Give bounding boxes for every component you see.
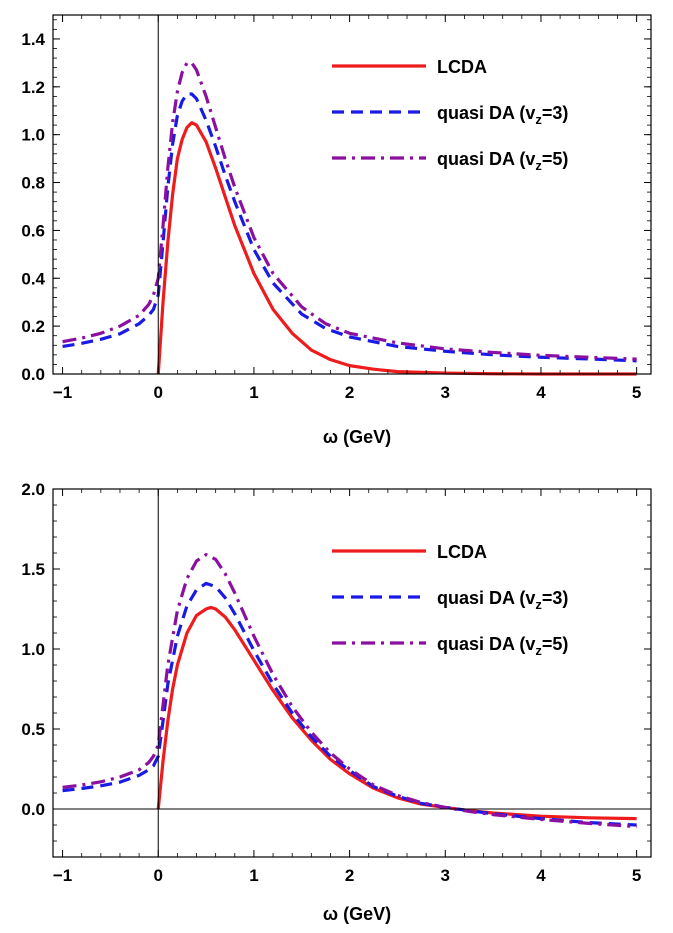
y-tick-label: 0.2 [21, 317, 45, 336]
y-tick-label: 1.0 [21, 126, 45, 145]
y-tick-label: 2.0 [21, 480, 45, 499]
legend: LCDA quasi DA (vz=3) quasi DA (vz=5) [332, 542, 568, 658]
plot-frame [52, 14, 652, 375]
axes: −1 0 1 2 3 4 5 0.0 0.5 1.0 1.5 2.0 [21, 480, 652, 885]
series-line-0 [156, 121, 637, 376]
legend-label-1: quasi DA (vz=3) [437, 103, 568, 127]
series-lines [62, 553, 637, 829]
x-tick-label: 2 [345, 383, 354, 402]
x-tick-label: 0 [154, 866, 163, 885]
legend-label-2: quasi DA (vz=5) [437, 634, 568, 658]
axes: −1 0 1 2 3 4 5 0.0 0.2 0.4 0.6 0.8 1.0 1.2 1.4 [21, 14, 652, 402]
legend-label-2: quasi DA (vz=5) [437, 149, 568, 173]
x-tick-label: 5 [632, 866, 641, 885]
x-tick-label: −1 [53, 866, 72, 885]
x-tick-label: 1 [249, 866, 258, 885]
x-tick-label: 3 [441, 866, 450, 885]
x-tick-label: 4 [536, 866, 546, 885]
legend-label-1: quasi DA (vz=3) [437, 588, 568, 612]
x-tick-label: 3 [441, 383, 450, 402]
plot-frame [52, 488, 652, 858]
x-tick-label: 5 [632, 383, 641, 402]
y-tick-label: 1.5 [21, 560, 45, 579]
y-tick-label: 1.0 [21, 640, 45, 659]
x-tick-label: −1 [53, 383, 72, 402]
x-tick-label: 0 [154, 383, 163, 402]
series-line-2 [62, 61, 637, 361]
y-tick-label: 0.8 [21, 174, 45, 193]
y-tick-label: 1.2 [21, 78, 45, 97]
y-tick-label: 0.4 [21, 269, 45, 288]
legend: LCDA quasi DA (vz=3) quasi DA (vz=5) [332, 57, 568, 173]
y-tick-label: 1.4 [21, 30, 45, 49]
chart-panel-top: −1 0 1 2 3 4 5 0.0 0.2 0.4 0.6 0.8 1.0 1.2 1.4 LCDA qua… [21, 14, 652, 447]
y-tick-label: 0.5 [21, 720, 45, 739]
x-axis-label: ω (GeV) [323, 904, 391, 924]
chart-panel-bottom: −1 0 1 2 3 4 5 0.0 0.5 1.0 1.5 2.0 LCDA quasi DA (vz… [21, 480, 652, 924]
y-tick-label: 0.6 [21, 221, 45, 240]
series-line-1 [62, 581, 637, 827]
x-axis-label: ω (GeV) [323, 427, 391, 447]
y-tick-label: 0.0 [21, 800, 45, 819]
x-tick-label: 2 [345, 866, 354, 885]
legend-label-0: LCDA [437, 542, 487, 562]
series-line-1 [62, 92, 637, 363]
series-lines [62, 61, 637, 376]
series-line-2 [62, 553, 637, 829]
y-tick-label: 0.0 [21, 365, 45, 384]
x-tick-label: 1 [249, 383, 258, 402]
legend-label-0: LCDA [437, 57, 487, 77]
x-tick-label: 4 [536, 383, 546, 402]
